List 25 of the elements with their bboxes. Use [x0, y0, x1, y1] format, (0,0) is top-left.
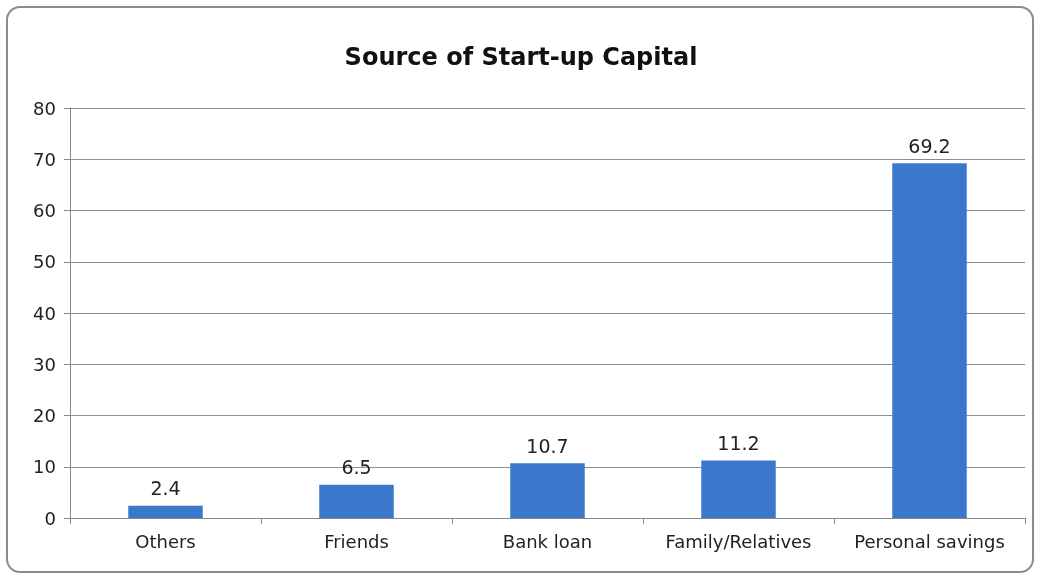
x-tick-label: Personal savings [854, 530, 1005, 552]
x-tick-label: Bank loan [502, 530, 593, 552]
bar [128, 505, 203, 518]
y-tick-label: 50 [33, 251, 56, 273]
data-label: 6.5 [341, 456, 372, 479]
bar [701, 460, 776, 518]
y-tick-label: 70 [33, 148, 56, 170]
data-label: 11.2 [717, 432, 760, 455]
data-label: 10.7 [526, 434, 569, 457]
x-tick-label: Others [135, 530, 196, 552]
bar [319, 484, 394, 518]
y-tick-label: 40 [33, 302, 56, 324]
data-label: 69.2 [908, 134, 951, 157]
y-tick-label: 0 [44, 507, 56, 529]
y-tick-label: 10 [33, 456, 56, 478]
x-tick-label: Family/Relatives [665, 530, 812, 552]
y-tick-label: 80 [33, 97, 56, 119]
data-label: 2.4 [150, 477, 181, 500]
x-tick-label: Friends [324, 530, 389, 552]
bar [510, 463, 585, 518]
y-tick-label: 30 [33, 353, 56, 375]
y-tick-label: 20 [33, 405, 56, 426]
chart-title: Source of Start-up Capital [344, 43, 698, 71]
bar [892, 163, 967, 518]
y-tick-label: 60 [33, 200, 56, 221]
